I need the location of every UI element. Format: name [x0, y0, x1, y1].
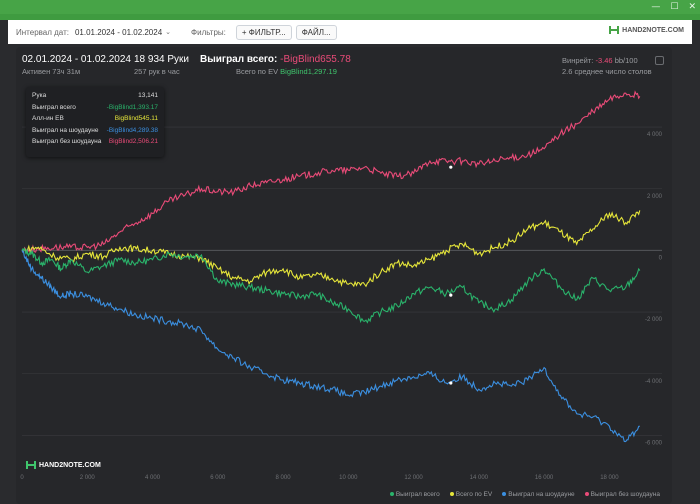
logo-icon — [609, 26, 620, 34]
legend-dot — [502, 492, 507, 497]
winrate: Винрейт: -3.46 bb/100 — [562, 56, 638, 65]
y-tick-label: 4 000 — [647, 132, 663, 138]
chart-legend: Выиграл всего Всего по EV Выиграл на шоуда… — [389, 491, 660, 498]
winrate-suffix: bb/100 — [614, 56, 638, 65]
graph-panel: 02.01.2024 - 01.02.2024 Активен 73ч 31м … — [16, 47, 672, 504]
y-tick-label: -4 000 — [645, 379, 663, 385]
tooltip-sd-value: -BigBlind4,289.38 — [106, 126, 158, 134]
filter-button-label: ФИЛЬТР... — [248, 27, 286, 37]
x-tick-label: 6 000 — [210, 475, 226, 481]
x-tick-label: 0 — [20, 475, 24, 481]
y-tick-label: 0 — [659, 255, 663, 261]
x-tick-label: 10 000 — [339, 475, 358, 481]
tooltip-hand-value: 13,141 — [138, 92, 158, 99]
watermark-text: HAND2NOTE.COM — [39, 461, 101, 469]
chevron-down-icon: ⌄ — [165, 29, 172, 36]
legend-item[interactable]: Выиграл всего — [389, 491, 440, 498]
tooltip-nsd-label: Выиграл без шоудауна — [32, 138, 102, 146]
series-line-1 — [21, 210, 641, 288]
y-tick-label: 2 000 — [647, 194, 663, 200]
minimize-button[interactable]: — — [651, 2, 661, 12]
legend-item[interactable]: Всего по EV — [449, 491, 492, 498]
legend-item[interactable]: Выиграл на шоудауне — [502, 491, 575, 498]
series-line-0 — [21, 247, 641, 324]
results-chart: 4 000 2 000 0 -2 000 -4 000 -6 000 0 2 000 4 000… — [20, 90, 663, 481]
tooltip-nsd-row: Выиграл без шоудауна BigBlind2,506.21 — [32, 138, 158, 145]
tooltip-won-value: -BigBlind1,393.17 — [106, 103, 158, 111]
toolbar: Интервал дат: 01.01.2024 - 01.02.2024 ⌄ … — [8, 20, 692, 44]
x-tick-label: 4 000 — [145, 475, 161, 481]
legend-dot — [584, 492, 589, 497]
legend-item[interactable]: Выиграл без шоудауна — [584, 491, 660, 498]
avg-tables: 2.6 среднее число столов — [562, 67, 652, 76]
tooltip-hand-row: Рука 13,141 — [32, 92, 158, 99]
x-tick-label: 8 000 — [276, 475, 292, 481]
hover-marker — [449, 381, 453, 385]
tooltip-won-row: Выиграл всего -BigBlind1,393.17 — [32, 104, 158, 111]
hover-marker — [449, 293, 453, 297]
tooltip-won-label: Выиграл всего — [32, 103, 76, 111]
tooltip-sd-row: Выиграл на шоудауне -BigBlind4,289.38 — [32, 127, 158, 134]
header-strip — [0, 14, 700, 20]
winrate-value: -3.46 — [595, 56, 613, 65]
file-button[interactable]: ФАЙЛ... — [295, 24, 337, 40]
period-range: 02.01.2024 - 01.02.2024 — [22, 54, 131, 65]
tooltip-allin-value: BigBlind545.11 — [114, 115, 158, 123]
won-total-value: -BigBlind655.78 — [280, 54, 351, 65]
date-range-value: 01.01.2024 - 01.02.2024 — [74, 27, 163, 37]
hover-tooltip: Рука 13,141 Выиграл всего -BigBlind1,393.1… — [26, 87, 164, 157]
series-line-2 — [21, 250, 640, 443]
x-tick-label: 16 000 — [535, 475, 554, 481]
date-range-select[interactable]: 01.01.2024 - 01.02.2024 ⌄ — [75, 28, 171, 37]
ev-total: Всего по EV BigBlind1,297.19 — [236, 67, 337, 76]
x-tick-label: 14 000 — [470, 475, 489, 481]
tooltip-allin-label: Алл-ин EB — [32, 115, 64, 123]
tooltip-hand-label: Рука — [32, 92, 47, 99]
settings-icon[interactable] — [655, 56, 664, 65]
series-line-3 — [21, 90, 641, 254]
window-controls: — ☐ ✕ — [651, 0, 696, 14]
y-tick-label: -2 000 — [645, 317, 663, 323]
tooltip-allin-row: Алл-ин EB BigBlind545.11 — [32, 115, 158, 122]
ev-label: Всего по EV — [236, 67, 279, 76]
winrate-label: Винрейт: — [562, 56, 594, 65]
tooltip-sd-label: Выиграл на шоудауне — [32, 126, 99, 134]
filters-label: Фильтры: — [191, 27, 226, 37]
won-total: Выиграл всего: -BigBlind655.78 — [200, 54, 351, 65]
x-tick-label: 18 000 — [600, 475, 619, 481]
tooltip-nsd-value: BigBlind2,506.21 — [108, 138, 158, 146]
legend-dot — [449, 492, 454, 497]
x-tick-label: 2 000 — [80, 475, 96, 481]
logo-text: HAND2NOTE.COM — [622, 26, 684, 34]
active-time: Активен 73ч 31м — [22, 67, 81, 76]
date-interval-label: Интервал дат: — [16, 27, 69, 37]
won-total-label: Выиграл всего: — [200, 54, 278, 65]
y-tick-label: -6 000 — [645, 440, 663, 446]
hands-count: 18 934 Руки — [134, 54, 189, 65]
legend-dot — [389, 492, 394, 497]
maximize-button[interactable]: ☐ — [670, 2, 679, 12]
hover-marker — [449, 165, 453, 169]
close-button[interactable]: ✕ — [688, 2, 696, 12]
hand2note-logo: HAND2NOTE.COM — [609, 25, 684, 35]
x-tick-label: 12 000 — [404, 475, 423, 481]
filter-button[interactable]: + ФИЛЬТР... — [235, 24, 292, 40]
hands-per-hour: 257 рук в час — [134, 67, 180, 76]
logo-icon — [26, 461, 36, 469]
watermark-logo: HAND2NOTE.COM — [26, 460, 101, 470]
ev-value: BigBlind1,297.19 — [280, 67, 337, 76]
plus-icon: + — [241, 27, 249, 37]
window-titlebar — [0, 0, 700, 14]
